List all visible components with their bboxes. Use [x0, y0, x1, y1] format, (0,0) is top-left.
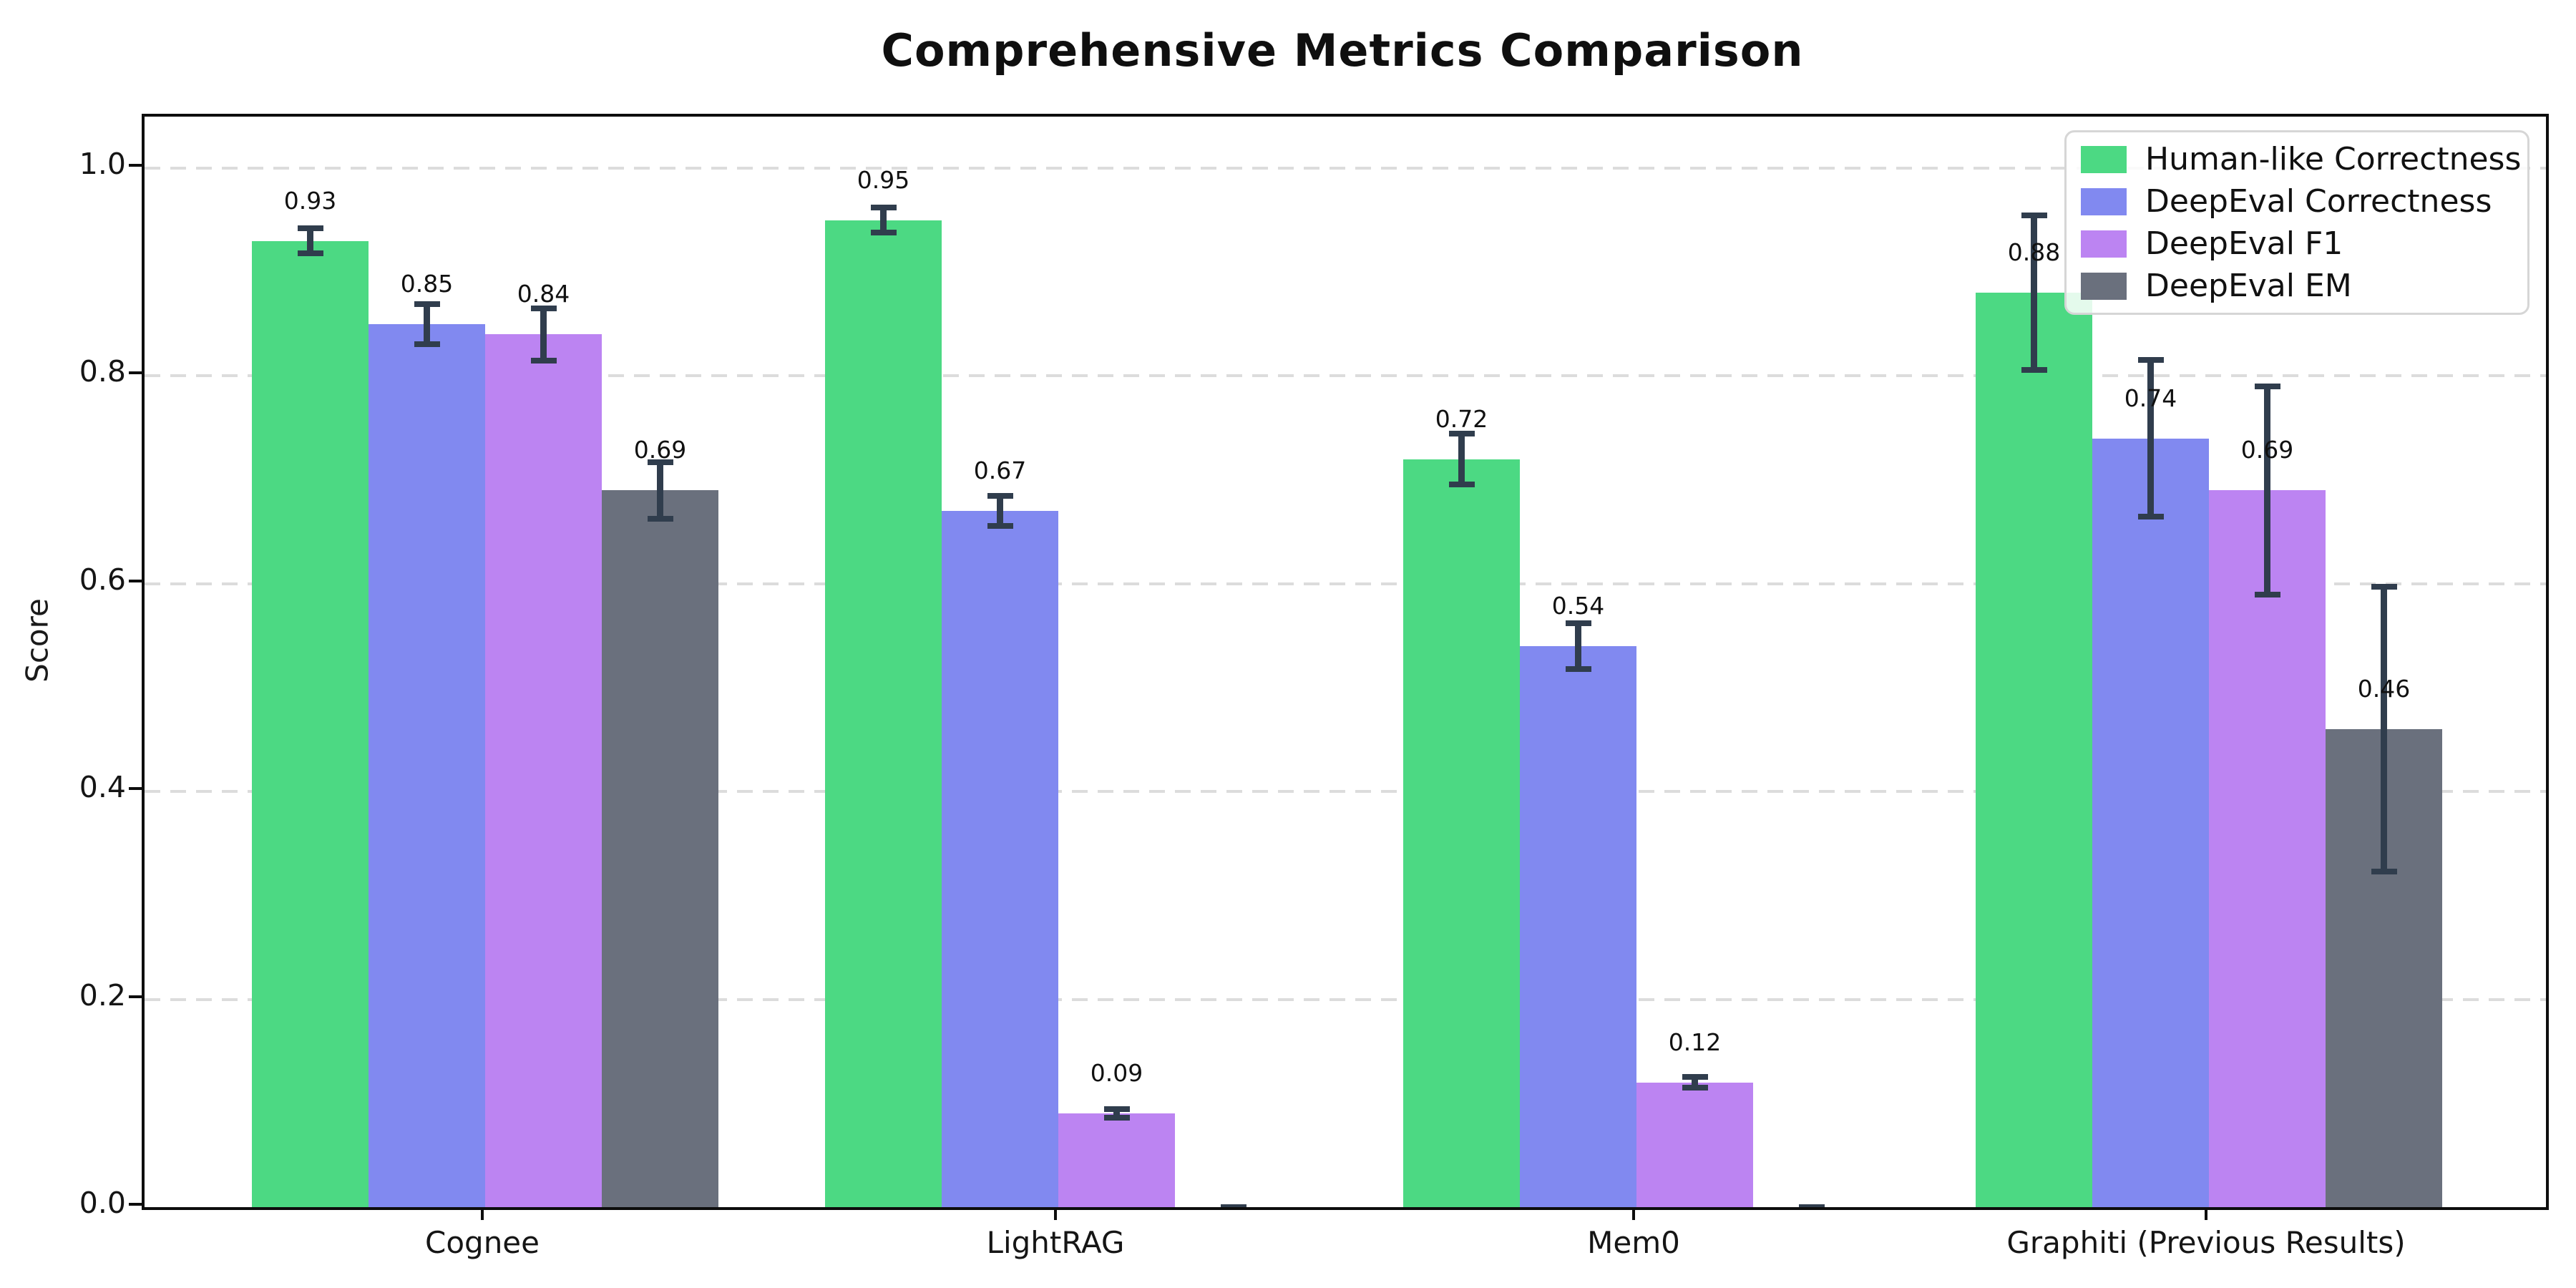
error-bar-3-1 — [1220, 1204, 1246, 1207]
bar-value-label-0-1: 0.95 — [857, 165, 910, 194]
bar-0-2 — [1403, 459, 1520, 1207]
legend-label: DeepEval Correctness — [2145, 182, 2492, 220]
bar-3-0 — [602, 490, 718, 1207]
gridline-0.2 — [145, 997, 2546, 1001]
y-tick-mark — [129, 579, 142, 582]
error-bar-0-3 — [2021, 213, 2047, 374]
x-tick-mark — [1054, 1207, 1057, 1220]
bar-2-2 — [1636, 1082, 1753, 1207]
error-bar-2-3 — [2254, 383, 2280, 597]
bar-value-label-3-0: 0.69 — [633, 436, 687, 464]
legend-label: DeepEval F1 — [2145, 225, 2343, 262]
error-bar-3-3 — [2371, 583, 2397, 875]
bar-value-label-2-1: 0.09 — [1090, 1059, 1143, 1088]
bar-0-3 — [1976, 293, 2092, 1207]
bar-2-0 — [485, 334, 602, 1207]
bar-value-label-1-2: 0.54 — [1551, 591, 1605, 620]
error-bar-0-0 — [297, 225, 323, 257]
legend-item-1: DeepEval Correctness — [2081, 182, 2513, 220]
legend-item-0: Human-like Correctness — [2081, 143, 2521, 175]
bar-value-label-1-0: 0.85 — [400, 269, 454, 298]
y-axis-label: Score — [19, 598, 55, 683]
x-tick-label-0: Cognee — [425, 1225, 540, 1260]
error-bar-0-1 — [870, 204, 897, 236]
error-bar-1-3 — [2137, 357, 2164, 519]
bar-1-0 — [369, 323, 485, 1207]
bar-value-label-1-3: 0.74 — [2124, 384, 2177, 412]
error-bar-2-0 — [530, 305, 557, 364]
legend-item-2: DeepEval F1 — [2081, 228, 2513, 260]
x-tick-mark — [2205, 1207, 2207, 1220]
error-bar-3-2 — [1798, 1204, 1825, 1207]
bar-0-1 — [825, 220, 942, 1207]
error-bar-2-1 — [1103, 1106, 1130, 1121]
legend-item-3: DeepEval EM — [2081, 270, 2513, 302]
y-tick-label: 0.8 — [79, 354, 126, 389]
bar-1-2 — [1520, 645, 1636, 1207]
gridline-0.4 — [145, 790, 2546, 794]
error-bar-1-1 — [987, 493, 1013, 529]
error-bar-1-0 — [414, 301, 440, 347]
bar-value-label-2-0: 0.84 — [517, 280, 570, 308]
y-tick-mark — [129, 164, 142, 167]
error-bar-2-2 — [1682, 1074, 1708, 1091]
legend-swatch-icon — [2081, 230, 2127, 258]
chart-title: Comprehensive Metrics Comparison — [881, 24, 1804, 77]
y-tick-label: 0.6 — [79, 562, 126, 597]
bar-2-1 — [1058, 1113, 1175, 1207]
legend-label: Human-like Correctness — [2145, 140, 2522, 177]
legend-label: DeepEval EM — [2145, 267, 2352, 304]
y-tick-mark — [129, 787, 142, 791]
y-tick-mark — [129, 1203, 142, 1206]
bar-value-label-2-3: 0.69 — [2240, 436, 2294, 464]
gridline-1.0 — [145, 167, 2546, 170]
bar-value-label-0-2: 0.72 — [1435, 404, 1488, 433]
y-tick-label: 0.2 — [79, 977, 126, 1013]
x-tick-label-1: LightRAG — [986, 1225, 1125, 1260]
error-bar-3-0 — [647, 459, 673, 522]
bar-0-0 — [252, 240, 369, 1207]
gridline-0.6 — [145, 582, 2546, 585]
y-tick-label: 1.0 — [79, 147, 126, 181]
error-bar-1-2 — [1565, 620, 1591, 673]
bar-2-3 — [2209, 490, 2326, 1207]
x-tick-label-3: Graphiti (Previous Results) — [2006, 1225, 2406, 1260]
legend: Human-like Correctness DeepEval Correctne… — [2064, 130, 2529, 315]
y-tick-mark — [129, 995, 142, 998]
y-tick-label: 0.4 — [79, 770, 126, 805]
legend-swatch-icon — [2081, 145, 2127, 173]
legend-swatch-icon — [2081, 187, 2127, 215]
bar-value-label-0-3: 0.88 — [2007, 238, 2061, 267]
bar-value-label-0-0: 0.93 — [283, 186, 337, 215]
gridline-0.8 — [145, 374, 2546, 378]
legend-swatch-icon — [2081, 272, 2127, 300]
bar-value-label-1-1: 0.67 — [973, 457, 1027, 485]
y-tick-mark — [129, 371, 142, 375]
x-tick-mark — [1632, 1207, 1635, 1220]
error-bar-0-2 — [1448, 431, 1475, 487]
bar-1-1 — [942, 511, 1058, 1207]
y-tick-label: 0.0 — [79, 1186, 126, 1220]
x-tick-label-2: Mem0 — [1587, 1225, 1680, 1260]
bar-1-3 — [2092, 438, 2209, 1207]
bar-value-label-2-2: 0.12 — [1668, 1028, 1722, 1056]
bar-value-label-3-3: 0.46 — [2357, 675, 2411, 703]
x-tick-mark — [481, 1207, 484, 1220]
